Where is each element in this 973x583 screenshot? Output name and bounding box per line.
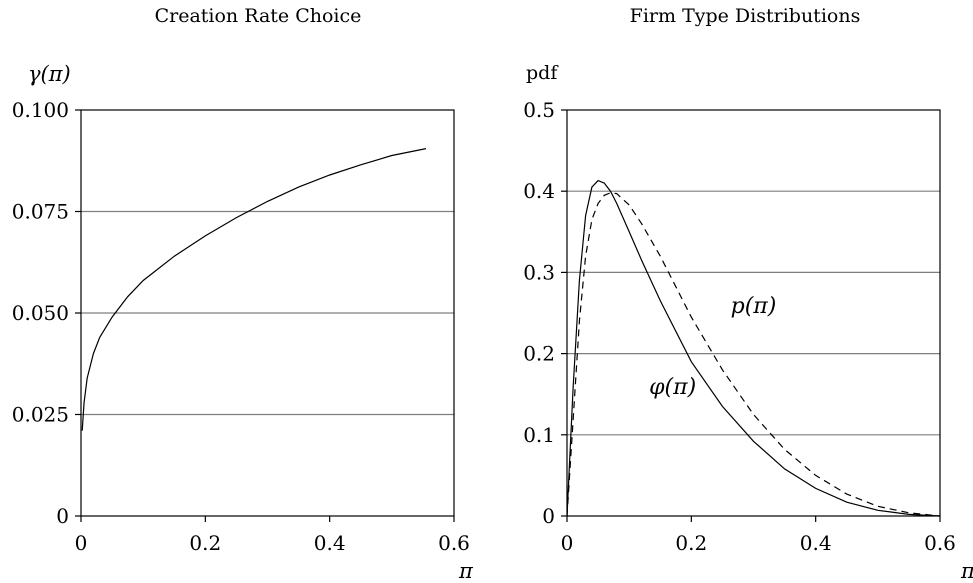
y-tick-label: 0.025 [12,403,69,427]
left-x-ticks: 0 0.2 0.4 0.6 [75,516,470,555]
left-y-axis-label: γ(π) [28,62,71,86]
x-tick-label: 0.4 [800,531,832,555]
solid-series-line [81,148,427,431]
y-tick-label: 0.2 [523,342,555,366]
left-gridlines [81,210,454,416]
y-tick-label: 0.5 [523,98,555,122]
x-tick-label: 0.2 [189,531,221,555]
x-tick-label: 0.2 [675,531,707,555]
x-tick-label: 0 [561,531,574,555]
x-tick-label: 0.6 [438,531,470,555]
right-panel: Firm Type Distributions pdf 0 0.1 0.2 0.3 0.… [523,5,973,583]
right-gridlines [567,190,940,436]
left-plot-frame [80,109,455,517]
right-plot-frame [566,109,941,517]
left-series-group [81,148,427,431]
right-y-axis-label: pdf [526,62,559,84]
solid-series-line [566,179,941,517]
x-tick-label: 0.6 [924,531,956,555]
y-tick-label: 0.1 [523,423,555,447]
right-y-ticks: 0 0.1 0.2 0.3 0.4 0.5 [523,98,567,528]
left-panel: Creation Rate Choice γ(π) 0 0.025 0.050 0.0… [12,5,474,583]
x-tick-label: 0 [75,531,88,555]
right-x-axis-label: π [960,559,973,583]
right-series-group [566,179,941,517]
dashed-series-line [566,192,941,517]
series-annotation-label: p(π) [731,294,777,319]
x-tick-label: 0.4 [314,531,346,555]
y-tick-label: 0 [542,504,555,528]
left-chart-title: Creation Rate Choice [155,5,362,27]
y-tick-label: 0.4 [523,179,555,203]
right-x-ticks: 0 0.2 0.4 0.6 [561,516,956,555]
right-annotations: p(π) φ(π) [649,294,776,400]
y-tick-label: 0.075 [12,200,69,224]
left-x-axis-label: π [458,559,474,583]
y-tick-label: 0.3 [523,260,555,284]
left-y-ticks: 0 0.025 0.050 0.075 0.100 [12,98,81,528]
series-annotation-label: φ(π) [649,375,696,400]
y-tick-label: 0.100 [12,98,69,122]
y-tick-label: 0 [56,504,69,528]
y-tick-label: 0.050 [12,301,69,325]
right-chart-title: Firm Type Distributions [630,5,861,27]
